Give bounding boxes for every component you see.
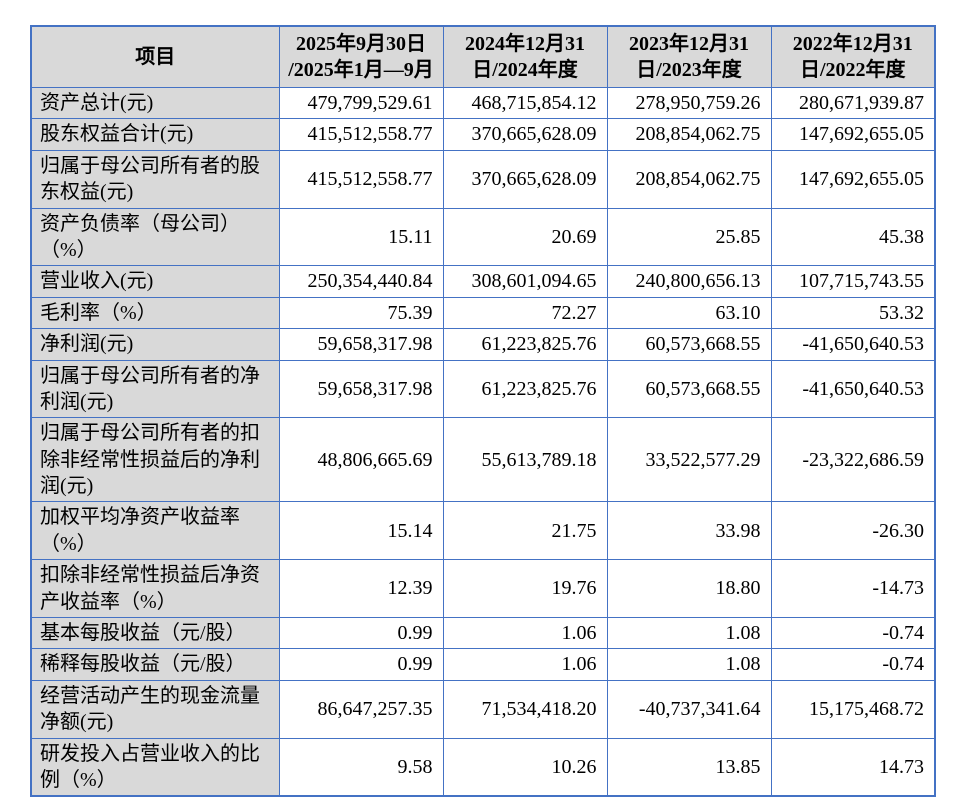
value-cell: 53.32 [770,296,936,330]
value-cell: 370,665,628.09 [442,118,608,151]
value-cell: 55,613,789.18 [442,417,608,503]
value-cell: 1.08 [606,617,772,650]
value-cell: 60,573,668.55 [606,328,772,361]
value-cell: 13.85 [606,737,772,797]
value-cell: 479,799,529.61 [278,86,444,120]
table-row: 加权平均净资产收益率（%） 15.14 21.75 33.98 -26.30 [30,501,936,561]
value-cell: -23,322,686.59 [770,417,936,503]
row-label: 营业收入(元) [30,265,280,298]
table-row: 稀释每股收益（元/股） 0.99 1.06 1.08 -0.74 [30,648,936,681]
value-cell: 33,522,577.29 [606,417,772,503]
column-header-2022: 2022年12月31 日/2022年度 [770,25,936,88]
corner-header: 项目 [30,25,280,88]
row-label: 基本每股收益（元/股） [30,617,280,650]
value-cell: 208,854,062.75 [606,149,772,209]
table-body: 资产总计(元) 479,799,529.61 468,715,854.12 278,9… [30,86,936,797]
row-label: 归属于母公司所有者的股东权益(元) [30,149,280,209]
value-cell: 61,223,825.76 [442,328,608,361]
row-label: 毛利率（%） [30,296,280,330]
value-cell: 9.58 [278,737,444,797]
row-label: 股东权益合计(元) [30,118,280,151]
table-row: 营业收入(元) 250,354,440.84 308,601,094.65 240,8… [30,265,936,298]
value-cell: 147,692,655.05 [770,149,936,209]
table-row: 毛利率（%） 75.39 72.27 63.10 53.32 [30,296,936,330]
value-cell: 18.80 [606,559,772,619]
value-cell: 61,223,825.76 [442,359,608,419]
row-label: 加权平均净资产收益率（%） [30,501,280,561]
value-cell: 0.99 [278,648,444,681]
table-row: 基本每股收益（元/股） 0.99 1.06 1.08 -0.74 [30,617,936,650]
financial-table: 项目 2025年9月30日 /2025年1月—9月 2024年12月31 日/2… [30,25,936,797]
value-cell: -0.74 [770,648,936,681]
value-cell: 147,692,655.05 [770,118,936,151]
value-cell: 10.26 [442,737,608,797]
value-cell: 1.06 [442,617,608,650]
value-cell: 415,512,558.77 [278,118,444,151]
value-cell: 278,950,759.26 [606,86,772,120]
row-label: 资产负债率（母公司）（%） [30,207,280,267]
row-label: 稀释每股收益（元/股） [30,648,280,681]
table-row: 扣除非经常性损益后净资产收益率（%） 12.39 19.76 18.80 -14.73 [30,559,936,619]
row-label: 资产总计(元) [30,86,280,120]
value-cell: 1.06 [442,648,608,681]
value-cell: 370,665,628.09 [442,149,608,209]
value-cell: 19.76 [442,559,608,619]
row-label: 净利润(元) [30,328,280,361]
value-cell: 59,658,317.98 [278,359,444,419]
value-cell: 415,512,558.77 [278,149,444,209]
value-cell: 308,601,094.65 [442,265,608,298]
value-cell: 14.73 [770,737,936,797]
value-cell: 468,715,854.12 [442,86,608,120]
value-cell: 250,354,440.84 [278,265,444,298]
value-cell: 208,854,062.75 [606,118,772,151]
value-cell: 21.75 [442,501,608,561]
value-cell: 1.08 [606,648,772,681]
table-row: 归属于母公司所有者的股东权益(元) 415,512,558.77 370,665,6… [30,149,936,209]
column-header-2023: 2023年12月31 日/2023年度 [606,25,772,88]
value-cell: 63.10 [606,296,772,330]
value-cell: 33.98 [606,501,772,561]
value-cell: 20.69 [442,207,608,267]
table-row: 净利润(元) 59,658,317.98 61,223,825.76 60,573,6… [30,328,936,361]
table-row: 归属于母公司所有者的净利润(元) 59,658,317.98 61,223,825.… [30,359,936,419]
value-cell: -0.74 [770,617,936,650]
value-cell: 48,806,665.69 [278,417,444,503]
column-header-2025: 2025年9月30日 /2025年1月—9月 [278,25,444,88]
row-label: 归属于母公司所有者的净利润(元) [30,359,280,419]
table-row: 资产负债率（母公司）（%） 15.11 20.69 25.85 45.38 [30,207,936,267]
value-cell: 75.39 [278,296,444,330]
value-cell: 45.38 [770,207,936,267]
value-cell: 280,671,939.87 [770,86,936,120]
value-cell: 59,658,317.98 [278,328,444,361]
row-label: 经营活动产生的现金流量净额(元) [30,679,280,739]
value-cell: 0.99 [278,617,444,650]
value-cell: -41,650,640.53 [770,328,936,361]
value-cell: -26.30 [770,501,936,561]
value-cell: -41,650,640.53 [770,359,936,419]
value-cell: 107,715,743.55 [770,265,936,298]
table-row: 资产总计(元) 479,799,529.61 468,715,854.12 278,9… [30,86,936,120]
header-row: 项目 2025年9月30日 /2025年1月—9月 2024年12月31 日/2… [30,25,936,88]
row-label: 归属于母公司所有者的扣除非经常性损益后的净利润(元) [30,417,280,503]
value-cell: 15.11 [278,207,444,267]
value-cell: 60,573,668.55 [606,359,772,419]
value-cell: 86,647,257.35 [278,679,444,739]
value-cell: -40,737,341.64 [606,679,772,739]
value-cell: 25.85 [606,207,772,267]
value-cell: 240,800,656.13 [606,265,772,298]
row-label: 研发投入占营业收入的比例（%） [30,737,280,797]
table-row: 股东权益合计(元) 415,512,558.77 370,665,628.09 208… [30,118,936,151]
value-cell: 72.27 [442,296,608,330]
table-row: 研发投入占营业收入的比例（%） 9.58 10.26 13.85 14.73 [30,737,936,797]
value-cell: 15.14 [278,501,444,561]
row-label: 扣除非经常性损益后净资产收益率（%） [30,559,280,619]
table-row: 经营活动产生的现金流量净额(元) 86,647,257.35 71,534,418.… [30,679,936,739]
table-row: 归属于母公司所有者的扣除非经常性损益后的净利润(元) 48,806,665.69 5… [30,417,936,503]
column-header-2024: 2024年12月31 日/2024年度 [442,25,608,88]
value-cell: 12.39 [278,559,444,619]
value-cell: -14.73 [770,559,936,619]
value-cell: 15,175,468.72 [770,679,936,739]
value-cell: 71,534,418.20 [442,679,608,739]
